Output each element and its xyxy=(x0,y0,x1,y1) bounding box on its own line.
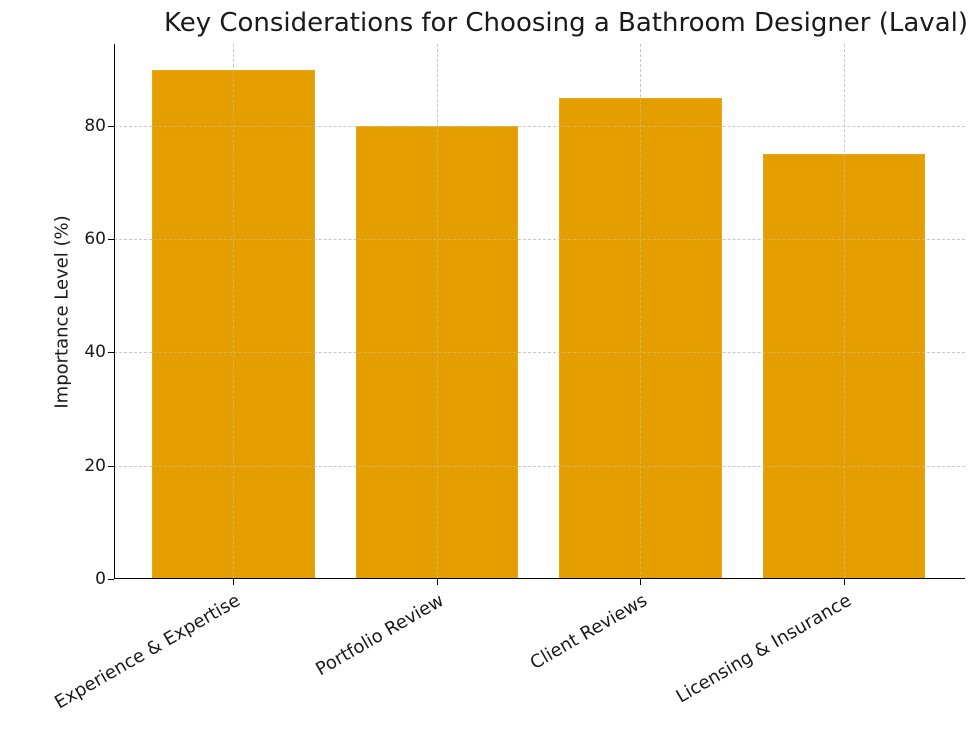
y-tick-40 xyxy=(108,352,114,353)
x-tick-label-client-reviews: Client Reviews xyxy=(526,590,651,674)
y-tick-label-40: 40 xyxy=(84,342,106,362)
x-tick-3 xyxy=(640,579,641,585)
gridline-overlay-60 xyxy=(114,239,965,240)
y-axis-label: Importance Level (%) xyxy=(51,215,73,409)
y-tick-label-80: 80 xyxy=(84,116,106,136)
x-tick-1 xyxy=(233,579,234,585)
y-axis-line xyxy=(114,44,115,579)
y-tick-20 xyxy=(108,466,114,467)
gridline-overlay-x4 xyxy=(844,44,845,579)
x-tick-label-portfolio-review: Portfolio Review xyxy=(312,590,448,681)
y-tick-label-20: 20 xyxy=(84,456,106,476)
gridline-overlay-80 xyxy=(114,126,965,127)
x-axis-line xyxy=(114,578,965,579)
chart-title: Key Considerations for Choosing a Bathro… xyxy=(163,8,968,38)
gridline-overlay-20 xyxy=(114,466,965,467)
y-tick-80 xyxy=(108,126,114,127)
gridline-overlay-x2 xyxy=(437,44,438,579)
y-tick-label-0: 0 xyxy=(95,569,106,589)
x-tick-label-licensing-insurance: Licensing & Insurance xyxy=(672,590,855,708)
x-tick-2 xyxy=(437,579,438,585)
y-tick-label-60: 60 xyxy=(84,229,106,249)
y-tick-60 xyxy=(108,239,114,240)
gridline-overlay-x1 xyxy=(233,44,234,579)
gridline-overlay-40 xyxy=(114,352,965,353)
x-tick-4 xyxy=(844,579,845,585)
x-tick-label-experience-expertise: Experience & Expertise xyxy=(50,590,244,714)
y-tick-0 xyxy=(108,579,114,580)
gridline-overlay-x3 xyxy=(640,44,641,579)
